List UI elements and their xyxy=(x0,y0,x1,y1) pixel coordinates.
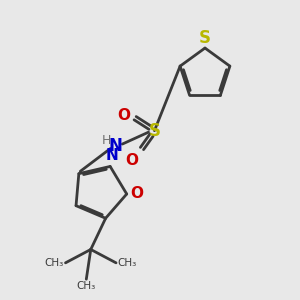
Text: H: H xyxy=(102,134,111,147)
Text: N: N xyxy=(105,148,118,164)
Text: S: S xyxy=(199,28,211,46)
Text: O: O xyxy=(118,108,131,123)
Text: O: O xyxy=(130,187,143,202)
Text: O: O xyxy=(125,153,138,168)
Text: CH₃: CH₃ xyxy=(118,258,137,268)
Text: CH₃: CH₃ xyxy=(45,258,64,268)
Text: CH₃: CH₃ xyxy=(77,281,96,291)
Text: N: N xyxy=(109,136,123,154)
Text: S: S xyxy=(148,122,160,140)
